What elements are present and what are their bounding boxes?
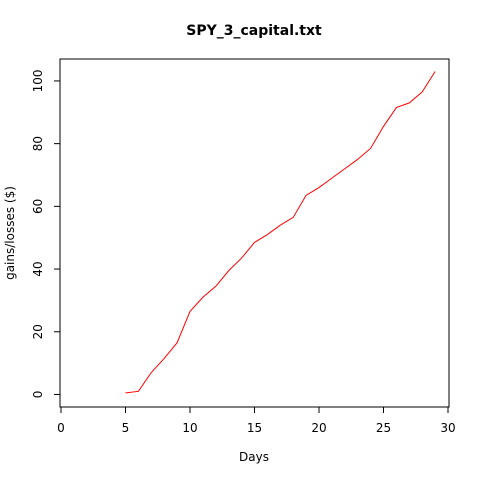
y-tick-label: 80: [31, 136, 45, 151]
x-tick-label: 10: [182, 421, 197, 435]
series-layer: [125, 71, 436, 394]
x-tick-label: 25: [376, 421, 391, 435]
y-tick-label: 60: [31, 199, 45, 214]
x-axis: 0 5 10 15 20 25 30: [57, 406, 456, 435]
y-tick-label: 0: [31, 391, 45, 399]
x-tick-label: 20: [311, 421, 326, 435]
x-tick-label: 15: [247, 421, 262, 435]
chart-title: SPY_3_capital.txt: [186, 23, 322, 39]
y-tick-label: 20: [31, 324, 45, 339]
y-tick-label: 100: [31, 69, 45, 92]
plot-frame: [59, 58, 450, 408]
x-tick-label: 30: [440, 421, 455, 435]
x-tick-label: 0: [57, 421, 65, 435]
y-tick-label: 40: [31, 261, 45, 276]
y-axis: 0 20 40 60 80 100: [31, 69, 61, 399]
x-axis-label: Days: [239, 450, 269, 464]
series-line: [125, 71, 436, 394]
y-axis-label: gains/losses ($): [3, 186, 17, 280]
x-tick-label: 5: [122, 421, 130, 435]
